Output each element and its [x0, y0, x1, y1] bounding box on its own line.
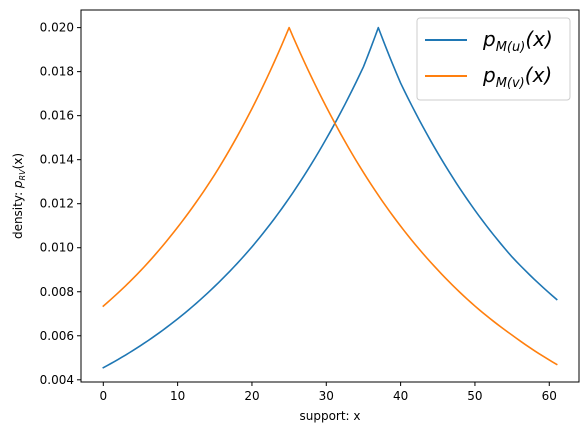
legend-frame — [416, 17, 571, 101]
x-tick-label: 40 — [393, 389, 408, 403]
legend-label-mv-main: p — [482, 63, 496, 87]
y-tick-label: 0.020 — [40, 21, 74, 35]
x-tick-labels: 0 10 20 30 40 50 60 — [99, 389, 556, 403]
legend: pM(u)(x) pM(v)(x) — [416, 17, 571, 101]
y-axis-label-prefix: density: — [11, 188, 25, 239]
x-tick-label: 20 — [244, 389, 259, 403]
y-tick-label: 0.014 — [40, 153, 74, 167]
legend-label-mu-main: p — [482, 27, 496, 51]
plot-lines — [102, 26, 558, 369]
legend-label-mv-sub: M(v) — [496, 76, 525, 91]
tick-marks — [77, 27, 550, 386]
x-tick-label: 50 — [467, 389, 482, 403]
legend-label-mv: pM(v)(x) — [482, 63, 552, 91]
legend-label-mv-suffix: (x) — [525, 63, 552, 87]
x-tick-label: 30 — [319, 389, 334, 403]
y-tick-label: 0.012 — [40, 197, 74, 211]
y-axis-label-main: p — [11, 180, 25, 189]
legend-label-mu-suffix: (x) — [525, 27, 552, 51]
x-tick-label: 10 — [170, 389, 185, 403]
series-line-mv — [102, 26, 558, 366]
y-axis-label-sub: RV — [18, 169, 27, 181]
y-axis-label: density: pRV(x) — [11, 153, 27, 239]
y-tick-label: 0.004 — [40, 373, 74, 387]
y-axis-label-suffix: (x) — [11, 153, 25, 169]
series-line-mu — [102, 26, 558, 369]
plot-area-frame — [80, 9, 580, 383]
legend-label-mu-sub: M(u) — [496, 40, 526, 55]
y-tick-label: 0.010 — [40, 241, 74, 255]
legend-label-mu: pM(u)(x) — [482, 27, 553, 55]
y-tick-label: 0.008 — [40, 285, 74, 299]
x-axis-label: support: x — [299, 409, 360, 423]
y-tick-label: 0.018 — [40, 65, 74, 79]
x-tick-label: 60 — [542, 389, 557, 403]
x-tick-label: 0 — [99, 389, 107, 403]
y-tick-label: 0.016 — [40, 109, 74, 123]
y-tick-label: 0.006 — [40, 329, 74, 343]
y-tick-labels: 0.004 0.006 0.008 0.010 0.012 0.014 0.016 0.018… — [40, 21, 74, 387]
